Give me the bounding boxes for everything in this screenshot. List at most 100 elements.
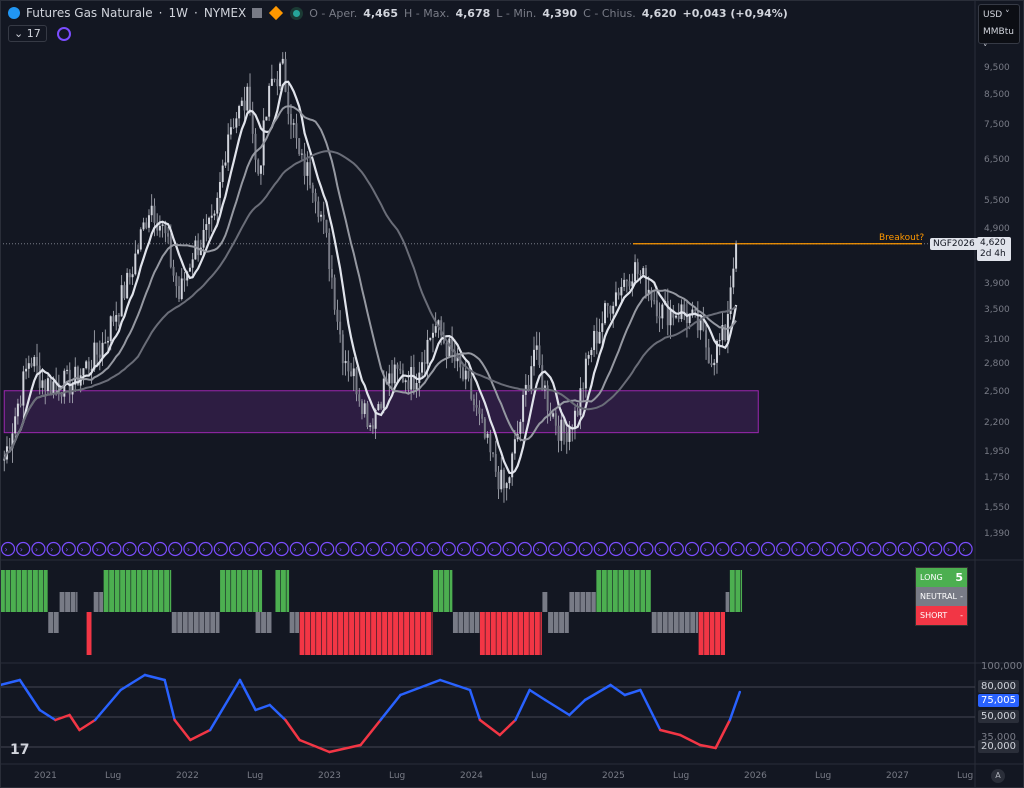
signal-bar-nu — [580, 592, 586, 612]
cycle-icon[interactable] — [56, 26, 71, 41]
signal-bar-nu — [99, 592, 104, 612]
cycle-marker-icon — [122, 541, 137, 557]
cycle-marker-icon — [426, 541, 441, 557]
signal-bar-long — [449, 570, 453, 612]
diamond-icon[interactable] — [269, 5, 284, 21]
candle-body — [117, 315, 120, 317]
candle-body — [391, 373, 394, 384]
cycle-marker-icon — [198, 541, 213, 557]
close-value: 4,620 — [641, 6, 677, 20]
cycle-marker-icon — [350, 541, 365, 557]
candle-body — [213, 213, 216, 216]
currency-select[interactable]: USD ˅ — [983, 10, 1010, 20]
osc-top-tick: 100,000 — [981, 661, 1023, 672]
candle-body — [410, 367, 413, 390]
arrow-icon: › — [324, 545, 327, 554]
candle-body — [584, 358, 587, 389]
currency-unit-selector[interactable]: USD ˅ MMBtu ˅ — [978, 4, 1020, 54]
candle-body — [199, 247, 202, 256]
indicators-toggle-button[interactable]: ⌄ 17 — [8, 25, 47, 42]
candle-body — [276, 79, 279, 87]
candle-body — [593, 330, 596, 350]
market-status-icon[interactable] — [290, 6, 304, 20]
arrow-icon: › — [126, 545, 129, 554]
candle-body — [325, 219, 328, 233]
candle-body — [30, 363, 33, 367]
candle-body — [366, 403, 369, 427]
candle-body — [131, 274, 134, 278]
signal-bar-nu — [65, 592, 71, 612]
legend-long: LONG 5 — [916, 568, 967, 587]
cycle-marker-icon — [639, 541, 654, 557]
signal-bar-short — [354, 612, 360, 655]
signal-bar-nu — [76, 592, 78, 612]
arrow-icon: › — [278, 545, 281, 554]
candle-body — [404, 380, 407, 383]
candle-body — [71, 384, 74, 395]
candle-body — [322, 214, 325, 220]
candle-body — [27, 363, 30, 369]
signal-bar-short — [365, 612, 371, 655]
interval[interactable]: 1W — [168, 6, 188, 20]
candle-body — [412, 367, 415, 390]
signal-bar-long — [220, 570, 225, 612]
candle-body — [328, 232, 331, 270]
cycle-marker-icon — [836, 541, 852, 557]
signal-bar-nd — [559, 612, 564, 633]
signal-bar-nd — [210, 612, 216, 633]
signal-bar-short — [338, 612, 343, 655]
flag-icon[interactable] — [252, 8, 263, 18]
candle-body — [85, 361, 88, 369]
candle-body — [560, 419, 563, 441]
candle-body — [601, 323, 604, 332]
price-tick: 1,750 — [984, 473, 1010, 484]
arrow-icon: › — [415, 545, 418, 554]
osc-segment — [18, 678, 41, 712]
signal-bar-short — [523, 612, 529, 655]
candle-body — [259, 165, 262, 174]
candle-body — [355, 368, 358, 395]
candle-body — [497, 471, 500, 490]
signal-bar-short — [310, 612, 316, 655]
candle-body — [675, 315, 678, 318]
arrow-icon: › — [749, 545, 752, 554]
candle-body — [188, 267, 191, 272]
arrow-icon: › — [141, 545, 144, 554]
candle-body — [11, 433, 14, 449]
auto-scale-button[interactable]: A — [991, 769, 1005, 783]
gas-symbol-icon — [8, 7, 20, 19]
cycle-marker-icon — [882, 541, 897, 557]
candle-body — [74, 366, 77, 385]
arrow-icon: › — [187, 545, 190, 554]
symbol-title[interactable]: Futures Gas Naturale — [26, 6, 153, 20]
candle-body — [87, 361, 90, 370]
arrow-icon: › — [825, 545, 828, 554]
candle-body — [287, 91, 290, 114]
cycle-marker-icon — [365, 541, 380, 557]
arrow-icon: › — [886, 545, 889, 554]
candle-body — [183, 278, 186, 281]
tradingview-logo[interactable]: 17 — [10, 742, 30, 758]
osc-segment — [38, 708, 57, 722]
candle-body — [164, 224, 167, 234]
candle-body — [344, 360, 347, 364]
candle-body — [281, 58, 284, 64]
osc-segment — [268, 703, 287, 722]
signal-legend: LONG 5 NEUTRAL - SHORT - — [915, 567, 968, 626]
candle-body — [582, 388, 585, 390]
cycle-marker-icon — [441, 541, 456, 557]
candle-body — [396, 364, 399, 369]
arrow-icon: › — [871, 545, 874, 554]
osc-level-tag: 20,000 — [978, 740, 1019, 753]
signal-bar-short — [398, 612, 404, 655]
price-tick: 7,500 — [984, 120, 1010, 131]
unit-select[interactable]: MMBtu ˅ — [983, 27, 1014, 54]
arrow-icon: › — [917, 545, 920, 554]
candle-body — [606, 303, 609, 306]
cycle-marker-icon — [456, 541, 472, 557]
candle-body — [142, 222, 145, 230]
breakout-label[interactable]: Breakout? — [879, 233, 925, 243]
candle-body — [227, 134, 230, 163]
candle-body — [721, 324, 724, 341]
